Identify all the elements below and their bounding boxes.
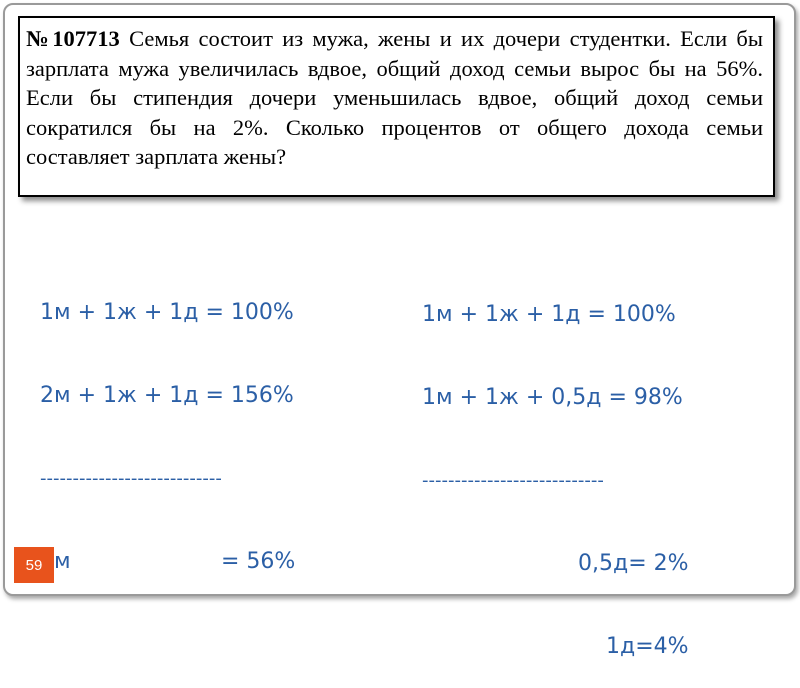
- right-separator: ----------------------------: [422, 470, 604, 491]
- left-result: 1м = 56%: [40, 545, 296, 578]
- right-equation-1: 1м + 1ж + 1д = 100%: [422, 302, 676, 327]
- right-result-2: 1д=4%: [606, 634, 689, 659]
- left-solution: 1м + 1ж + 1д = 100% 2м + 1ж + 1д = 156% …: [40, 246, 296, 603]
- problem-number: №107713: [26, 26, 120, 51]
- problem-text: Семья состоит из мужа, жены и их дочери …: [26, 26, 763, 169]
- slide-number-badge: 59: [14, 547, 54, 583]
- problem-statement: №107713 Семья состоит из мужа, жены и их…: [26, 24, 763, 172]
- left-separator: ----------------------------: [40, 468, 222, 489]
- right-result-1: 0,5д= 2%: [578, 551, 689, 576]
- left-equation-2: 2м + 1ж + 1д = 156%: [40, 383, 294, 408]
- left-result-rhs: = 56%: [221, 549, 296, 574]
- left-equation-1: 1м + 1ж + 1д = 100%: [40, 300, 294, 325]
- problem-box: №107713 Семья состоит из мужа, жены и их…: [18, 16, 775, 197]
- right-equation-2: 1м + 1ж + 0,5д = 98%: [422, 385, 683, 410]
- right-solution: 1м + 1ж + 1д = 100% 1м + 1ж + 0,5д = 98%…: [422, 248, 689, 688]
